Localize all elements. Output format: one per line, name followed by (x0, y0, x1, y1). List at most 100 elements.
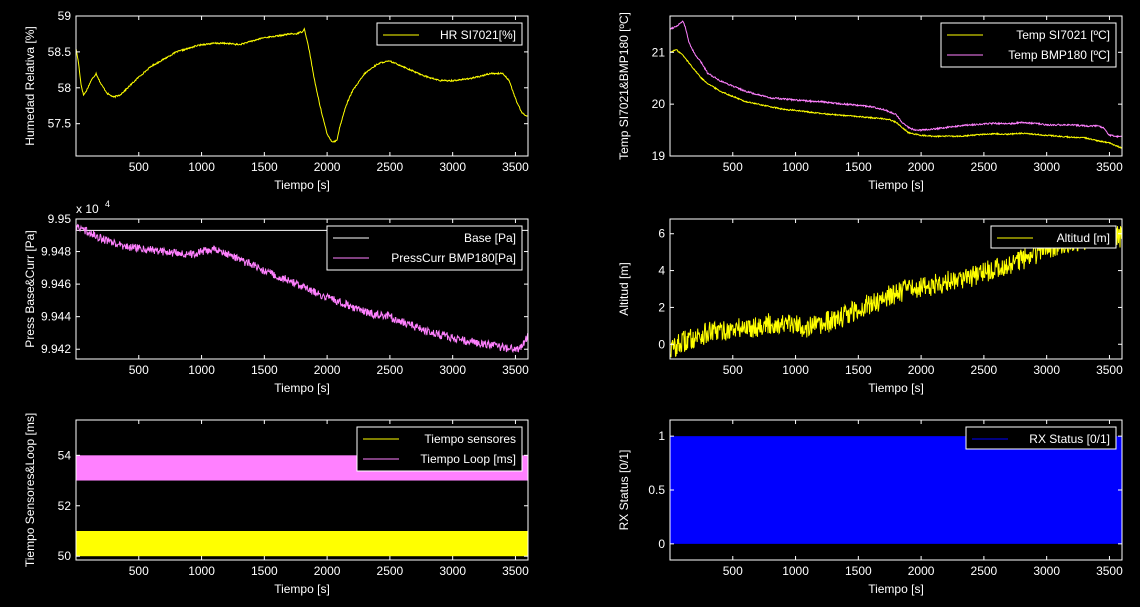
y-tick-label: 0 (658, 337, 665, 351)
axes-box (669, 218, 1123, 360)
y-axis-label: Temp SI7021&BMP180 [ºC] (617, 12, 631, 160)
y-exponent-power: 4 (105, 199, 110, 209)
legend: Tiempo sensores Tiempo Loop [ms] (356, 426, 523, 472)
x-tick-label: 1000 (188, 363, 215, 377)
series-group (76, 27, 528, 143)
x-axis-label: Tiempo [s] (868, 582, 924, 596)
x-tick-label: 3500 (502, 363, 529, 377)
y-tick-label: 19 (652, 149, 666, 163)
chart-tiempo: 500 1000 1500 2000 2500 3000 3500 50 52 54 Tiempo … (23, 413, 529, 596)
chart-hr: 500 1000 1500 2000 2500 3000 3500 57.5 58 58.5 59 T… (23, 9, 529, 192)
x-tick-label: 3000 (439, 564, 466, 578)
y-tick-label: 9.944 (41, 310, 71, 324)
x-tick-label: 3000 (1033, 363, 1060, 377)
y-tick-label: 21 (652, 45, 666, 59)
legend-entry: Tiempo sensores (424, 432, 516, 446)
x-tick-label: 500 (723, 160, 743, 174)
y-tick-label: 57.5 (48, 117, 72, 131)
x-tick-label: 500 (723, 564, 743, 578)
y-axis-label: Tiempo Sensores&Loop [ms] (23, 413, 37, 567)
x-tick-label: 2500 (377, 363, 404, 377)
x-tick-label: 3500 (1096, 564, 1123, 578)
chart-temp: 500 1000 1500 2000 2500 3000 3500 19 20 21 Tiempo … (617, 12, 1123, 192)
x-tick-label: 3000 (439, 160, 466, 174)
legend-entry: Temp SI7021 [ºC] (1016, 28, 1110, 42)
series-line (670, 20, 1122, 139)
y-tick-label: 6 (658, 227, 665, 241)
x-axis-label: Tiempo [s] (274, 381, 330, 395)
legend-box (356, 426, 523, 472)
x-tick-label: 1000 (782, 564, 809, 578)
legend-box (376, 22, 523, 46)
x-tick-label: 1500 (251, 564, 278, 578)
x-tick-label: 3500 (1096, 363, 1123, 377)
legend-entry: PressCurr BMP180[Pa] (391, 251, 516, 265)
chart-alt: 500 1000 1500 2000 2500 3000 3500 0 2 4 6 Tiempo [s… (617, 218, 1123, 395)
axes-box (75, 419, 529, 561)
y-tick-label: 58.5 (48, 45, 72, 59)
legend-entry: Temp BMP180 [ºC] (1008, 48, 1110, 62)
x-tick-label: 1500 (845, 160, 872, 174)
x-tick-label: 2500 (377, 160, 404, 174)
legend-box (965, 426, 1117, 450)
y-tick-label: 58 (58, 81, 72, 95)
series-line (76, 223, 528, 354)
legend: Altitud [m] (990, 225, 1117, 249)
x-axis-label: Tiempo [s] (274, 582, 330, 596)
x-tick-label: 500 (129, 160, 149, 174)
x-tick-label: 1000 (782, 160, 809, 174)
legend: RX Status [0/1] (965, 426, 1117, 450)
legend: Temp SI7021 [ºC] Temp BMP180 [ºC] (940, 22, 1117, 68)
x-tick-label: 3000 (439, 363, 466, 377)
axes-box (75, 15, 529, 157)
y-axis-label: Humedad Relativa [%] (23, 26, 37, 145)
legend-entry: HR SI7021[%] (440, 28, 516, 42)
x-tick-label: 1000 (188, 564, 215, 578)
y-axis-label: Press Base&Curr [Pa] (23, 230, 37, 347)
x-tick-label: 500 (129, 363, 149, 377)
axes-box (75, 218, 529, 360)
x-tick-label: 1500 (251, 160, 278, 174)
x-tick-label: 2500 (971, 564, 998, 578)
x-axis-label: Tiempo [s] (274, 178, 330, 192)
x-tick-label: 500 (129, 564, 149, 578)
axes-box (669, 15, 1123, 157)
series-line (76, 27, 528, 143)
x-axis-label: Tiempo [s] (868, 178, 924, 192)
series-group (670, 436, 1122, 544)
x-tick-label: 1000 (782, 363, 809, 377)
legend-entry: Base [Pa] (464, 231, 516, 245)
x-tick-label: 2000 (314, 564, 341, 578)
x-tick-label: 3500 (502, 160, 529, 174)
x-tick-label: 500 (723, 363, 743, 377)
series-line (670, 49, 1122, 149)
x-tick-label: 3500 (1096, 160, 1123, 174)
legend-entry: Tiempo Loop [ms] (420, 452, 516, 466)
y-tick-label: 2 (658, 300, 665, 314)
y-tick-label: 59 (58, 9, 72, 23)
y-tick-label: 9.95 (48, 212, 72, 226)
x-tick-label: 2500 (971, 160, 998, 174)
x-tick-label: 2000 (314, 363, 341, 377)
x-tick-label: 1500 (845, 564, 872, 578)
y-tick-label: 0 (658, 537, 665, 551)
legend-entry: Altitud [m] (1057, 231, 1110, 245)
x-tick-label: 2000 (314, 160, 341, 174)
chart-rx: 500 1000 1500 2000 2500 3000 3500 0 0.5 1 Tiempo [… (617, 419, 1123, 596)
y-tick-label: 52 (58, 499, 72, 513)
x-tick-label: 2500 (377, 564, 404, 578)
legend: Base [Pa] PressCurr BMP180[Pa] (326, 225, 523, 271)
y-tick-label: 1 (658, 429, 665, 443)
series-band (76, 530, 528, 557)
x-tick-label: 2000 (908, 363, 935, 377)
y-tick-label: 50 (58, 549, 72, 563)
x-tick-label: 1500 (251, 363, 278, 377)
x-axis-label: Tiempo [s] (868, 381, 924, 395)
y-tick-label: 20 (652, 97, 666, 111)
legend-box (940, 22, 1117, 68)
y-axis-label: Altitud [m] (617, 262, 631, 315)
y-tick-label: 9.948 (41, 245, 71, 259)
legend-box (326, 225, 523, 271)
x-tick-label: 1500 (845, 363, 872, 377)
y-tick-label: 9.942 (41, 342, 71, 356)
